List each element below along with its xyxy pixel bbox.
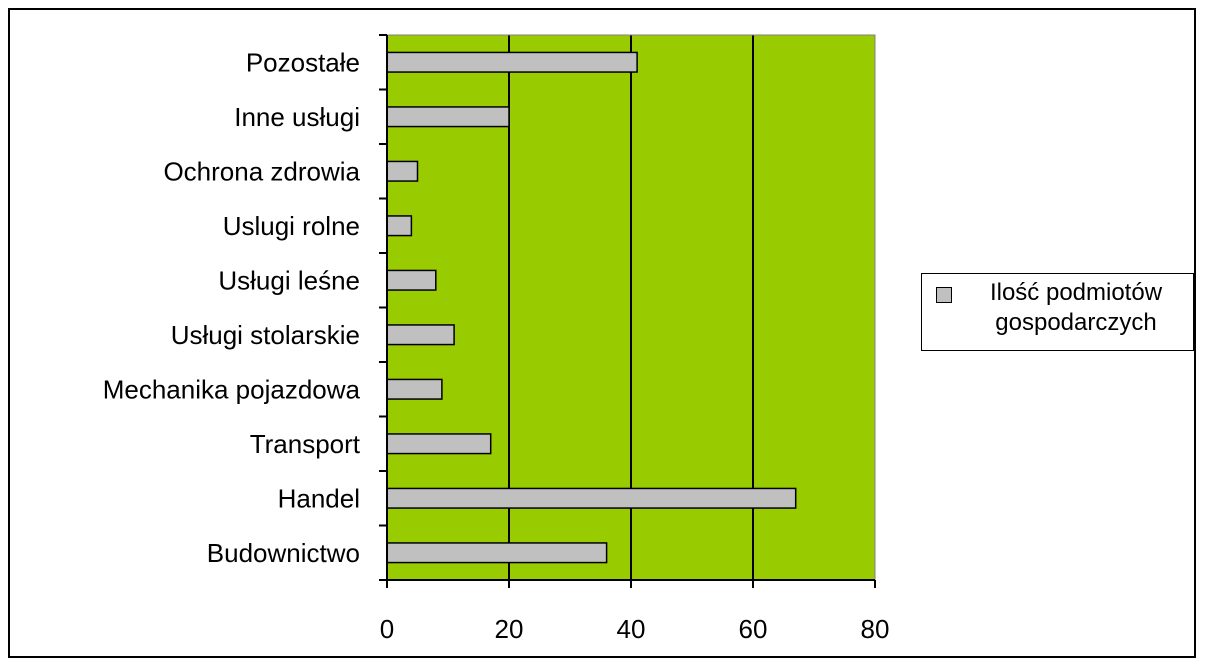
x-tick-label-80: 80 — [861, 614, 890, 644]
bar-1 — [386, 542, 608, 564]
bar-4 — [386, 378, 443, 400]
legend-swatch — [936, 287, 952, 303]
category-label-9: Inne usługi — [234, 102, 360, 132]
x-tick-label-0: 0 — [380, 614, 394, 644]
bar-8 — [386, 160, 419, 182]
legend-label: Ilość podmiotów gospodarczych — [989, 279, 1163, 336]
category-label-10: Pozostałe — [246, 47, 360, 77]
category-label-4: Mechanika pojazdowa — [103, 374, 361, 404]
bar-5 — [386, 324, 455, 346]
bar-2 — [386, 487, 797, 509]
x-tick-label-60: 60 — [739, 614, 768, 644]
x-tick-label-40: 40 — [617, 614, 646, 644]
category-label-8: Ochrona zdrowia — [163, 156, 360, 186]
category-label-1: Budownictwo — [207, 538, 360, 568]
bar-9 — [386, 106, 510, 128]
category-label-3: Transport — [250, 429, 361, 459]
category-label-7: Uslugi rolne — [223, 211, 360, 241]
category-label-5: Usługi stolarskie — [171, 320, 360, 350]
x-tick-label-20: 20 — [495, 614, 524, 644]
bar-6 — [386, 269, 437, 291]
bar-3 — [386, 433, 492, 455]
category-label-6: Usługi leśne — [218, 265, 360, 295]
bar-7 — [386, 215, 413, 237]
legend: Ilość podmiotów gospodarczych — [921, 273, 1194, 351]
bar-10 — [386, 51, 638, 73]
category-label-2: Handel — [278, 483, 360, 513]
